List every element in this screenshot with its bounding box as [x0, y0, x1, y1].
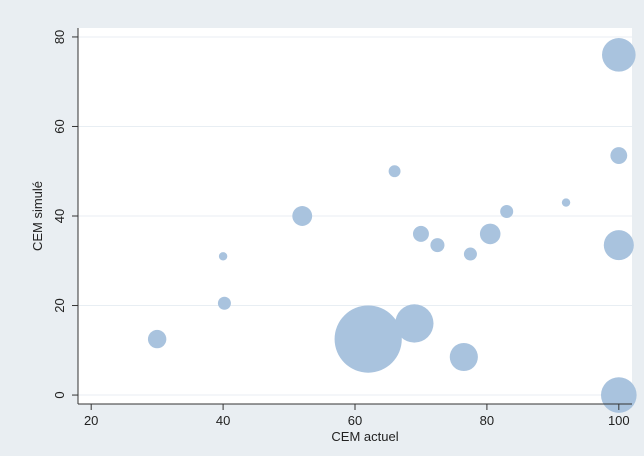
bubble-point-10 — [449, 342, 478, 372]
bubble-point-2 — [218, 252, 228, 261]
y-axis-title: CEM simulé — [30, 181, 45, 251]
y-tick-label: 40 — [52, 209, 67, 223]
x-tick-label: 80 — [480, 413, 494, 428]
y-tick-label: 80 — [52, 30, 67, 44]
x-tick-label: 20 — [84, 413, 98, 428]
bubble-point-5 — [334, 305, 402, 373]
x-axis-title: CEM actuel — [331, 429, 398, 444]
y-tick-label: 0 — [52, 391, 67, 398]
axes: 20 40 60 80 100 0 20 40 60 80 — [52, 28, 632, 428]
x-tick-label: 40 — [216, 413, 230, 428]
bubble-point-4 — [292, 206, 313, 226]
y-tick-label: 20 — [52, 298, 67, 312]
bubble-point-13 — [500, 205, 514, 219]
gridlines — [78, 36, 632, 396]
bubble-point-3 — [217, 296, 231, 310]
bubble-point-8 — [412, 225, 429, 242]
x-tick-label: 60 — [348, 413, 362, 428]
bubble-point-17 — [603, 230, 634, 261]
bubble-point-12 — [479, 223, 501, 245]
y-tick-label: 60 — [52, 119, 67, 133]
bubble-point-16 — [610, 147, 628, 164]
bubble-point-11 — [463, 247, 477, 261]
bubble-point-7 — [395, 304, 434, 343]
bubble-point-15 — [602, 38, 636, 72]
bubble-point-9 — [430, 238, 445, 253]
bubble-point-1 — [147, 329, 167, 349]
bubble-point-14 — [561, 198, 571, 207]
x-tick-label: 100 — [608, 413, 630, 428]
bubble-point-6 — [388, 165, 401, 178]
